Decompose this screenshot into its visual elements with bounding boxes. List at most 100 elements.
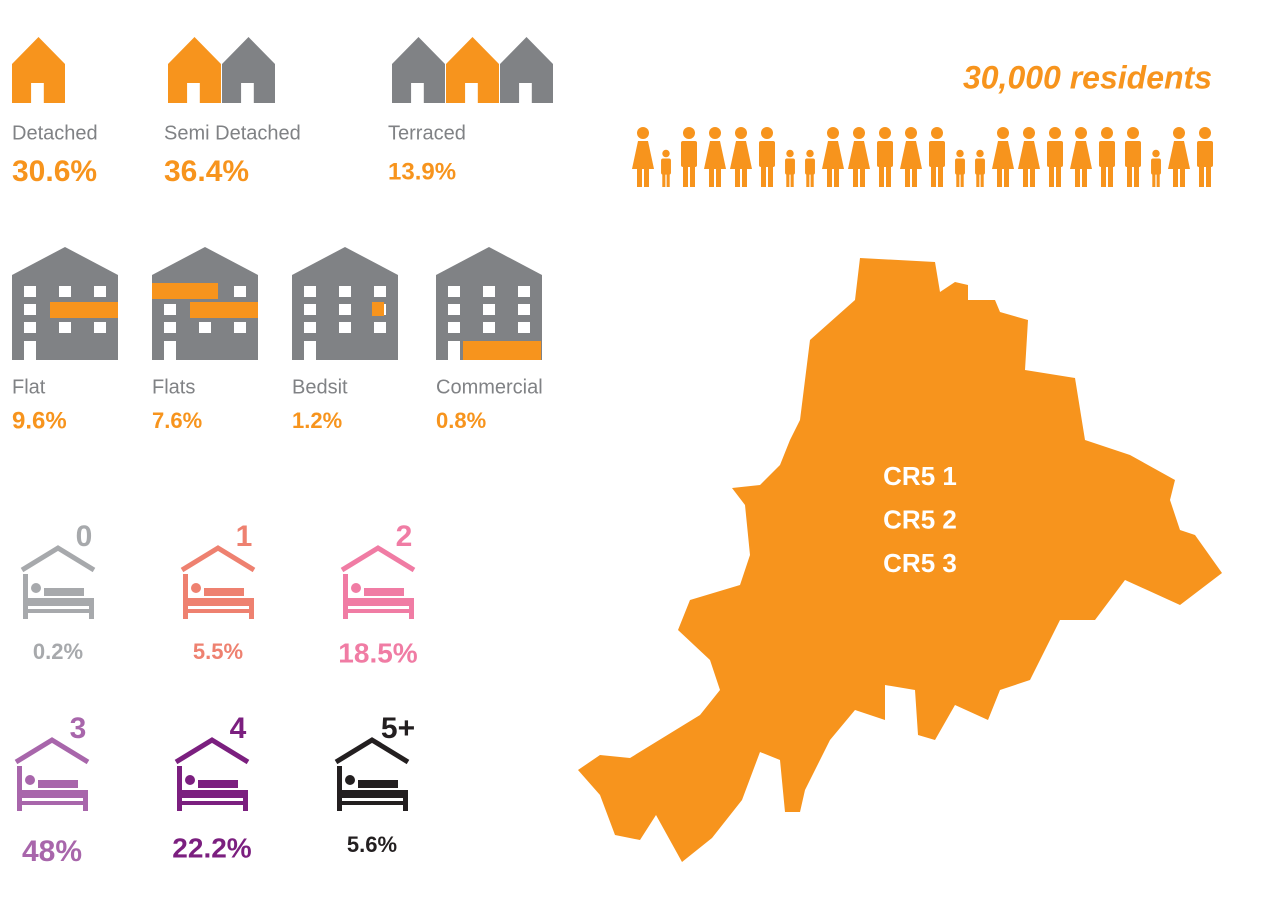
window — [164, 322, 176, 333]
person-leg — [662, 173, 666, 187]
house-value: 13.9% — [388, 158, 456, 185]
bed-head — [185, 775, 195, 785]
person-leg — [1075, 165, 1080, 187]
person-body — [1047, 141, 1063, 167]
person-leg — [1156, 173, 1160, 187]
person-head — [1173, 127, 1185, 139]
person-leg — [716, 165, 721, 187]
window — [24, 322, 36, 333]
person-leg — [1108, 165, 1113, 187]
person-leg — [1004, 165, 1009, 187]
bed-base — [348, 609, 414, 613]
bed-leg — [403, 790, 408, 811]
bedroom-count: 2 — [396, 520, 413, 553]
bed-body — [198, 780, 238, 788]
bed-base — [342, 801, 408, 805]
window — [59, 322, 71, 333]
person-body — [661, 158, 671, 175]
house-value: 36.4% — [164, 155, 249, 188]
bed-post — [183, 574, 188, 619]
bed-base — [188, 609, 254, 613]
bedroom-value: 22.2% — [172, 832, 251, 863]
person-head — [956, 149, 964, 158]
person-head — [1049, 127, 1061, 139]
person-body — [704, 141, 726, 169]
bedroom-value: 48% — [22, 835, 82, 868]
window — [483, 322, 495, 333]
person-leg — [956, 173, 960, 187]
building-highlight — [190, 302, 258, 318]
person-body — [1125, 141, 1141, 167]
flat-label: Commercial — [436, 376, 543, 398]
window — [199, 322, 211, 333]
bed-mattress — [348, 598, 414, 606]
person-head — [1152, 149, 1160, 158]
building-door — [448, 341, 460, 360]
person-leg — [1049, 165, 1054, 187]
person-body — [1168, 141, 1190, 169]
bed-mattress — [182, 790, 248, 798]
person-leg — [1030, 165, 1035, 187]
person-leg — [761, 165, 766, 187]
bed-base — [28, 609, 94, 613]
house-door — [187, 83, 200, 103]
person-leg — [644, 165, 649, 187]
person-leg — [1023, 165, 1028, 187]
bedroom-count: 5+ — [381, 712, 415, 745]
person-leg — [1134, 165, 1139, 187]
person-head — [1199, 127, 1211, 139]
bed-base — [22, 801, 88, 805]
person-head — [1127, 127, 1139, 139]
bed-roof — [340, 545, 416, 573]
building-door — [24, 341, 36, 360]
bed-mattress — [188, 598, 254, 606]
person-head — [662, 149, 670, 158]
person-body — [929, 141, 945, 167]
bed-base — [182, 801, 248, 805]
bed-head — [191, 583, 201, 593]
flat-value: 0.8% — [436, 408, 486, 433]
window — [24, 304, 36, 315]
window — [234, 322, 246, 333]
person-head — [997, 127, 1009, 139]
window — [304, 322, 316, 333]
person-leg — [742, 165, 747, 187]
flat-value: 7.6% — [152, 408, 202, 433]
bed-post — [343, 574, 348, 619]
person-leg — [997, 165, 1002, 187]
person-body — [759, 141, 775, 167]
bed-mattress — [28, 598, 94, 606]
bedroom-count: 0 — [76, 520, 93, 553]
house-door — [519, 83, 532, 103]
residents-title: 30,000 residents — [963, 59, 1212, 95]
person-leg — [912, 165, 917, 187]
window — [164, 304, 176, 315]
person-body — [877, 141, 893, 167]
person-body — [900, 141, 922, 169]
house-door — [31, 83, 44, 103]
person-head — [905, 127, 917, 139]
building-highlight — [372, 302, 384, 316]
person-leg — [886, 165, 891, 187]
person-body — [955, 158, 965, 175]
person-leg — [834, 165, 839, 187]
person-head — [1075, 127, 1087, 139]
house-door — [411, 83, 424, 103]
person-head — [827, 127, 839, 139]
postcode-label: CR5 3 — [883, 548, 957, 578]
window — [448, 286, 460, 297]
person-leg — [735, 165, 740, 187]
window — [234, 286, 246, 297]
person-head — [1101, 127, 1113, 139]
bed-head — [351, 583, 361, 593]
person-head — [637, 127, 649, 139]
person-head — [931, 127, 943, 139]
house-label: Terraced — [388, 122, 466, 144]
person-leg — [827, 165, 832, 187]
house-icon — [500, 37, 553, 103]
building-icon — [436, 247, 542, 360]
building-door — [164, 341, 176, 360]
person-body — [805, 158, 815, 175]
building-door — [304, 341, 316, 360]
